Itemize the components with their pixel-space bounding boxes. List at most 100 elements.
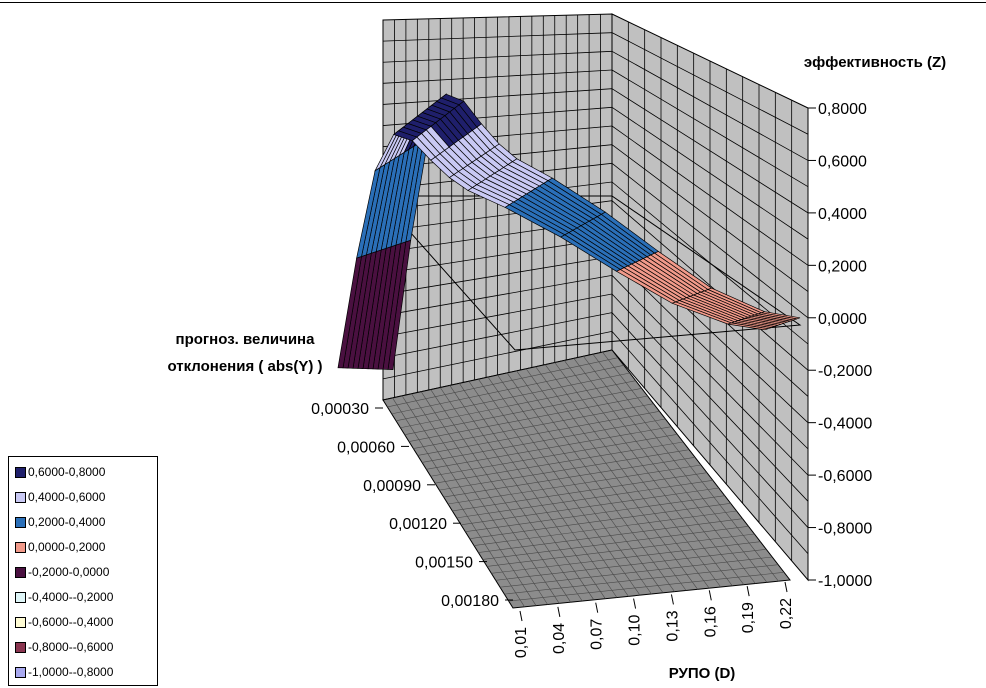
legend-item: 0,6000-0,8000 — [15, 463, 105, 481]
back-wall-hgrid — [382, 330, 613, 380]
floor-grid-line — [469, 503, 731, 539]
z-tick-label: 0,8000 — [818, 101, 867, 118]
back-wall-hgrid — [382, 50, 613, 63]
z-tick-label: -0,4000 — [818, 416, 872, 433]
surface-mesh — [337, 93, 802, 370]
floor-grid-line — [426, 426, 672, 470]
x-tick-label: 0,19 — [740, 602, 757, 633]
floor-grid-line — [408, 395, 648, 442]
z-axis-tick-labels: 0,8000 0,6000 0,4000 0,2000 0,0000 -0,2000 -0,… — [818, 101, 872, 590]
y-tick-label: 0,00180 — [441, 593, 499, 610]
floor-grid-line — [508, 572, 785, 602]
legend-swatch — [15, 566, 26, 578]
floor-grid-line — [452, 472, 707, 512]
x-tick-label: 0,10 — [627, 614, 644, 645]
floor-grid-line — [473, 510, 737, 546]
x-tick-label: 0,13 — [664, 610, 681, 641]
x-tick-label: 0,16 — [702, 606, 719, 637]
legend-item: -0,4000--0,2000 — [15, 588, 113, 606]
y-tick-label: 0,00060 — [337, 439, 395, 456]
back-wall-hgrid — [382, 312, 613, 359]
x-tick-label: 0,04 — [551, 623, 568, 654]
back-wall-hgrid — [382, 274, 613, 316]
legend-label: -1,0000--0,8000 — [28, 665, 114, 679]
y-axis-label-line1: прогноз. величина — [176, 331, 316, 348]
legend-item: 0,0000-0,2000 — [15, 538, 105, 556]
floor-grid-line — [404, 388, 642, 435]
legend-item: -1,0000--0,8000 — [15, 663, 113, 681]
x-axis-label: РУПО (D) — [669, 665, 736, 682]
legend-item: -0,6000--0,4000 — [15, 613, 113, 631]
floor-grid-line — [456, 480, 713, 519]
floor-grid-line — [499, 556, 773, 588]
floor-grid-line — [391, 365, 624, 415]
floor-grid-line — [387, 357, 618, 408]
legend-item: -0,2000-0,0000 — [15, 563, 109, 581]
z-tick-label: -0,2000 — [818, 363, 872, 380]
floor-grid-line — [443, 457, 696, 498]
floor-grid-line — [434, 441, 684, 484]
legend-item: 0,4000-0,6000 — [15, 488, 105, 506]
legend-label: 0,6000-0,8000 — [28, 465, 106, 479]
back-wall-hgrid — [382, 32, 613, 42]
surface-cell — [727, 322, 769, 331]
legend-swatch — [15, 516, 26, 528]
legend-swatch — [15, 491, 26, 503]
legend-swatch — [15, 591, 26, 603]
y-axis-label-line2: отклонения ( abs(Y) ) — [167, 358, 322, 375]
legend-swatch — [15, 666, 26, 678]
chart-floor — [382, 349, 791, 609]
floor-grid-line — [491, 541, 761, 574]
back-wall-hgrid — [382, 293, 613, 338]
floor-grid-line — [439, 449, 690, 491]
legend-label: 0,2000-0,4000 — [28, 515, 106, 529]
back-wall-hgrid — [382, 256, 613, 295]
x-tick-label: 0,22 — [778, 598, 795, 629]
legend-swatch — [15, 616, 26, 628]
x-tick-mark — [746, 586, 750, 597]
floor-grid-line — [395, 372, 630, 422]
floor-grid-line — [421, 418, 666, 463]
back-wall-hgrid — [382, 88, 613, 105]
x-axis-tick-labels: 0,01 0,04 0,07 0,10 0,13 0,16 0,19 0,22 — [513, 598, 795, 658]
x-tick-mark — [595, 602, 599, 613]
z-tick-label: -0,6000 — [818, 468, 872, 485]
floor-grid-line — [460, 487, 719, 526]
x-tick-mark — [633, 598, 637, 609]
y-tick-label: 0,00090 — [363, 478, 421, 495]
x-tick-mark — [519, 610, 523, 622]
top-border-line — [0, 2, 986, 3]
x-tick-mark — [784, 581, 788, 593]
legend-label: -0,8000--0,6000 — [28, 640, 114, 654]
legend-swatch — [15, 641, 26, 653]
y-axis-tick-labels: 0,00030 0,00060 0,00090 0,00120 0,00150 0,001… — [311, 401, 499, 610]
legend-label: -0,6000--0,4000 — [28, 615, 114, 629]
floor-grid-line — [400, 380, 636, 429]
back-wall-hgrid — [382, 69, 613, 84]
floor-grid-line — [504, 564, 779, 595]
legend-label: 0,4000-0,6000 — [28, 490, 106, 504]
legend-item: -0,8000--0,6000 — [15, 638, 113, 656]
x-tick-mark — [557, 606, 561, 617]
y-tick-label: 0,00120 — [389, 516, 447, 533]
z-tick-label: 0,6000 — [818, 153, 867, 170]
z-tick-label: -1,0000 — [818, 573, 872, 590]
legend-swatch — [15, 466, 26, 478]
z-tick-label: 0,4000 — [818, 206, 867, 223]
floor-grid-line — [482, 526, 749, 560]
axis-tick-marks — [375, 107, 816, 622]
y-tick-label: 0,00150 — [415, 555, 473, 572]
legend-swatch — [15, 541, 26, 553]
chart-legend: 0,6000-0,8000 0,4000-0,6000 0,2000-0,4000 0… — [8, 456, 158, 686]
floor-grid-line — [447, 464, 702, 505]
z-tick-label: -0,8000 — [818, 521, 872, 538]
floor-grid-line — [465, 495, 725, 533]
x-tick-mark — [670, 594, 674, 605]
x-tick-label: 0,07 — [589, 619, 606, 650]
floor-grid-line — [430, 434, 678, 477]
x-tick-label: 0,01 — [513, 627, 530, 658]
x-tick-mark — [708, 590, 712, 601]
z-axis-label: эффективность (Z) — [804, 54, 946, 71]
